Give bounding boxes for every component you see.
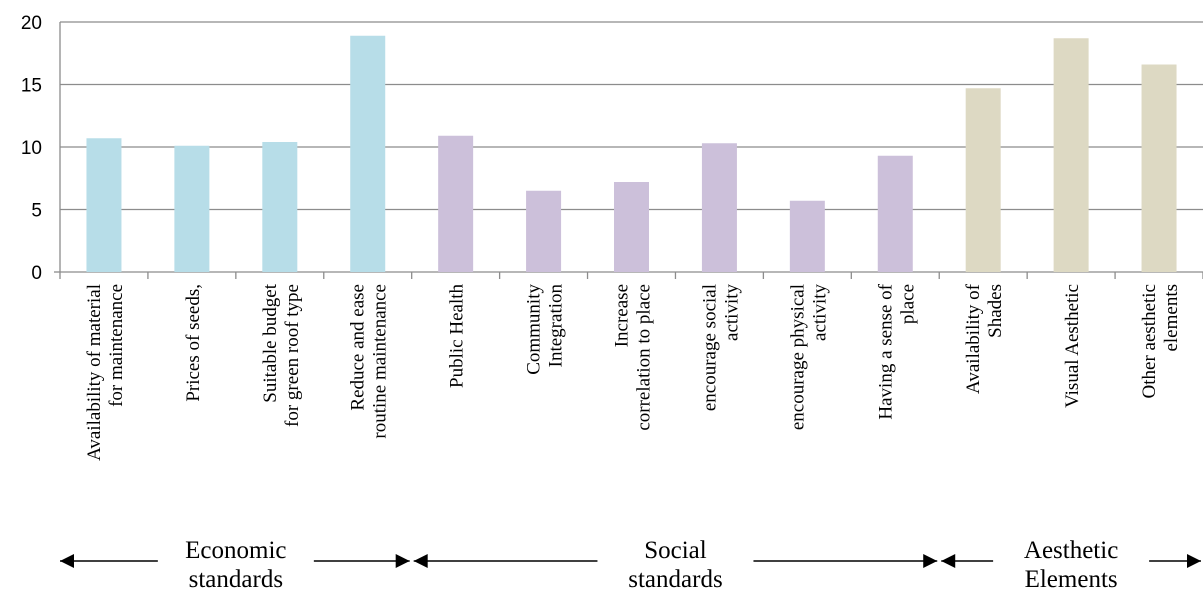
x-tick-label: encourage socialactivity: [699, 284, 742, 412]
y-tick-label: 20: [21, 13, 42, 34]
arrow-right-icon: [395, 554, 410, 568]
bar: [438, 135, 474, 272]
bar: [262, 142, 298, 272]
x-tick-label: Increasecorrelation to place: [612, 284, 655, 431]
group-label: Social standards: [628, 537, 722, 593]
x-tick-label: Other aestheticelements: [1139, 284, 1182, 398]
axes: [54, 22, 1203, 279]
bar: [614, 182, 649, 272]
bar: [174, 145, 210, 272]
gridlines: [60, 21, 1203, 273]
arrow-left-icon: [60, 554, 74, 568]
x-tick-label: Public Health: [447, 284, 468, 388]
bar: [965, 88, 1001, 272]
group-label: Aesthetic Elements: [1024, 537, 1118, 593]
bars: [86, 35, 1177, 272]
x-tick-label: Prices of seeds,: [183, 284, 204, 402]
bar: [526, 190, 562, 272]
x-tick-label: Suitable budgetfor green roof type: [260, 283, 303, 427]
bar: [1141, 64, 1177, 272]
y-tick-label: 15: [21, 76, 42, 97]
group-label: Economic standards: [185, 537, 286, 593]
x-tick-label: Reduce and easeroutine maintenance: [348, 284, 391, 439]
x-tick-labels: Availability of materialfor maintenance P…: [84, 283, 1182, 461]
x-tick-label: encourage physicalactivity: [787, 284, 830, 431]
arrow-left-icon: [413, 554, 428, 568]
y-tick-label: 10: [21, 138, 42, 159]
bar: [350, 35, 386, 272]
x-tick-label: Availability ofShades: [963, 283, 1006, 394]
bar: [789, 200, 825, 272]
bar: [701, 143, 737, 272]
x-tick-label: CommunityIntegration: [524, 284, 567, 375]
x-tick-label: Having a sense ofplace: [875, 283, 918, 419]
x-tick-label: Availability of materialfor maintenance: [84, 284, 127, 461]
arrow-left-icon: [941, 554, 956, 568]
y-tick-label: 5: [31, 201, 42, 222]
x-tick-label: Visual Aesthetic: [1062, 284, 1083, 408]
group-annotations: Economic standards Social standards Aestheti…: [60, 537, 1201, 593]
y-tick-label: 0: [31, 263, 42, 284]
bar: [1053, 38, 1089, 272]
bar: [86, 138, 122, 272]
arrow-right-icon: [1187, 554, 1201, 568]
y-tick-labels: 0 5 10 15 20: [21, 13, 42, 284]
arrow-right-icon: [923, 554, 938, 568]
bar: [877, 155, 913, 272]
